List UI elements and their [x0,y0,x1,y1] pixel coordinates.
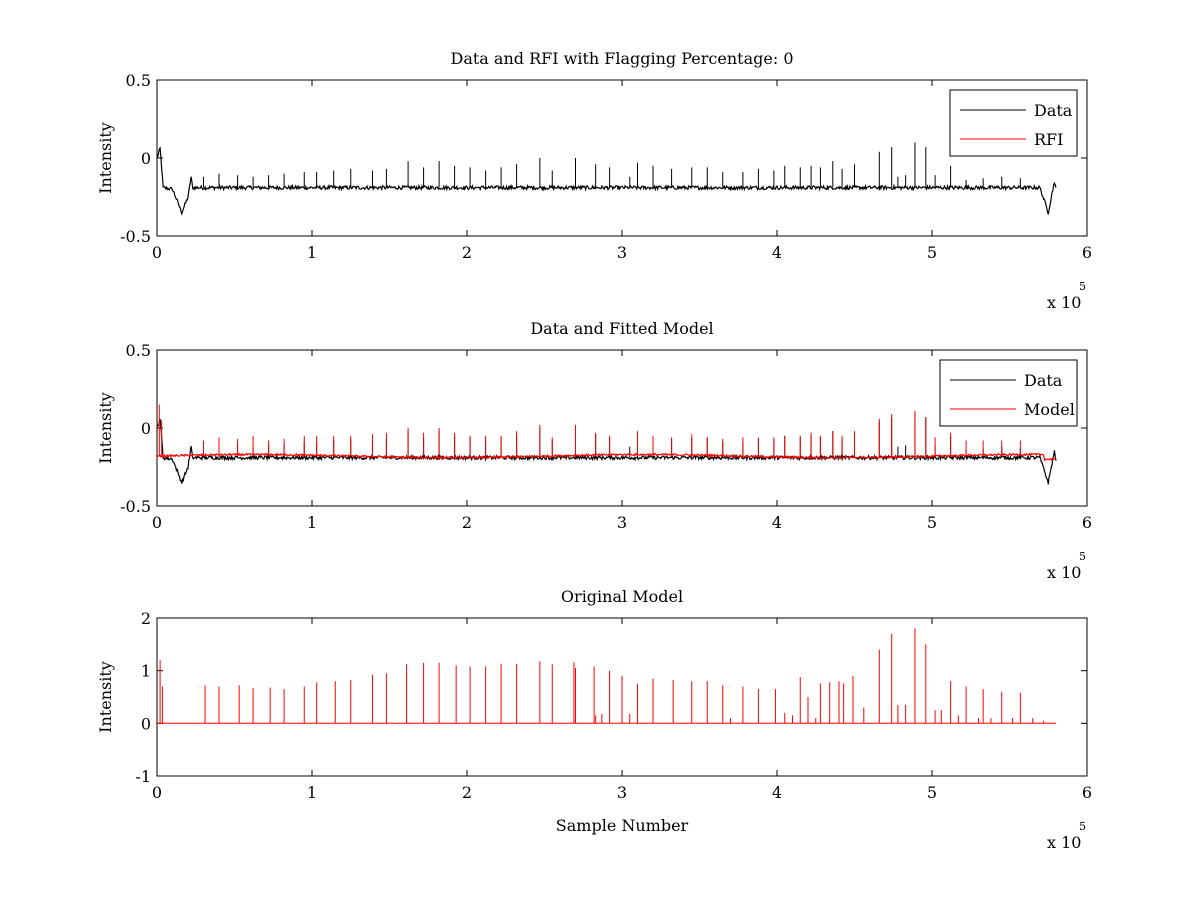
x-tick-label: 4 [772,783,782,802]
y-tick-label: 0.5 [126,341,151,360]
legend-label: RFI [1034,130,1063,149]
series-trace [157,452,1057,462]
series-data [157,142,1057,216]
x-multiplier: x 10 [1047,293,1081,312]
x-multiplier-exponent: 5 [1079,820,1086,833]
y-axis-label: Intensity [96,392,115,464]
legend-label: Data [1034,101,1073,120]
x-tick-label: 4 [772,513,782,532]
axes-box [156,349,1088,507]
panel-1: Data and RFI with Flagging Percentage: 0… [96,49,1092,312]
x-tick-label: 2 [462,243,472,262]
series-model [157,404,1057,462]
x-tick-label: 5 [927,243,937,262]
x-tick-label: 1 [307,513,317,532]
legend: Data RFI [949,89,1078,157]
y-tick-label: -0.5 [120,227,151,246]
x-tick-label: 2 [462,783,472,802]
x-tick-label: 6 [1082,243,1092,262]
x-multiplier: x 10 [1047,563,1081,582]
chart-title: Data and RFI with Flagging Percentage: 0 [450,49,793,68]
legend-box [949,89,1078,157]
x-tick-label: 3 [617,243,627,262]
plot-area [157,404,1057,485]
x-multiplier-exponent: 5 [1079,280,1086,293]
y-tick-label: -1 [135,767,151,786]
legend-label: Model [1024,400,1075,419]
x-tick-label: 0 [152,243,162,262]
panel-2: Data and Fitted Model Intensity 0 1 2 3 4 5 6 -0.… [96,319,1092,582]
chart-title: Data and Fitted Model [530,319,713,338]
legend-box [939,359,1078,427]
x-tick-label: 5 [927,513,937,532]
axes-box [156,79,1088,237]
y-axis-label: Intensity [96,122,115,194]
y-tick-label: 0 [141,149,151,168]
x-tick-label: 0 [152,783,162,802]
legend: Data Model [939,359,1078,427]
y-axis-label: Intensity [96,661,115,733]
chart-title: Original Model [561,587,683,606]
x-tick-label: 3 [617,513,627,532]
x-tick-label: 0 [152,513,162,532]
y-tick-label: 1 [141,662,151,681]
x-axis-label: Sample Number [556,816,689,835]
x-tick-label: 3 [617,783,627,802]
y-tick-label: -0.5 [120,497,151,516]
x-tick-label: 2 [462,513,472,532]
plot-area [157,628,1056,724]
x-tick-label: 4 [772,243,782,262]
x-multiplier: x 10 [1047,833,1081,852]
y-tick-label: 2 [141,609,151,628]
plot-area [157,142,1057,216]
x-tick-label: 6 [1082,783,1092,802]
x-multiplier-exponent: 5 [1079,550,1086,563]
series-trace [157,146,1057,216]
legend-label: Data [1024,371,1063,390]
y-tick-label: 0.5 [126,71,151,90]
x-tick-label: 6 [1082,513,1092,532]
x-tick-label: 1 [307,783,317,802]
y-tick-label: 0 [141,714,151,733]
y-tick-label: 0 [141,419,151,438]
x-tick-label: 5 [927,783,937,802]
series-model [157,628,1056,724]
x-tick-label: 1 [307,243,317,262]
